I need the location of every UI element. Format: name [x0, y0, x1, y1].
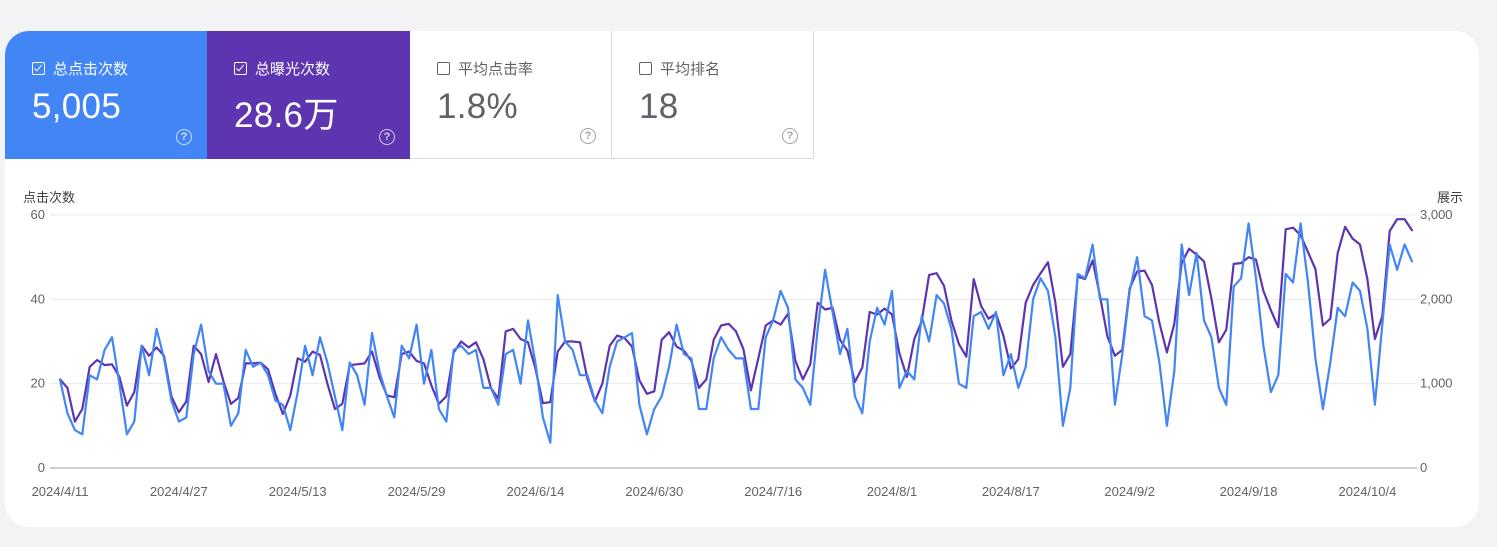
x-axis-tick-label: 2024/10/4: [1339, 484, 1397, 499]
metric-value: 1.8%: [437, 87, 518, 126]
left-axis-tick-label: 40: [31, 291, 45, 306]
right-axis-tick-label: 1,000: [1420, 376, 1453, 391]
checkbox-unchecked-icon[interactable]: [639, 62, 652, 75]
metric-cards: 总点击次数 5,005 ? 总曝光次数 28.6万 ? 平均点击率 1.8% ?: [5, 31, 814, 159]
x-axis-tick-label: 2024/8/17: [982, 484, 1040, 499]
left-axis-tick-label: 0: [38, 460, 45, 475]
metric-value: 5,005: [32, 87, 122, 126]
help-icon[interactable]: ?: [580, 128, 596, 144]
right-axis-tick-label: 3,000: [1420, 207, 1453, 222]
checkbox-unchecked-icon[interactable]: [437, 62, 450, 75]
x-axis-tick-label: 2024/5/29: [388, 484, 446, 499]
performance-card: 总点击次数 5,005 ? 总曝光次数 28.6万 ? 平均点击率 1.8% ?: [5, 31, 1479, 527]
x-axis-tick-label: 2024/7/16: [744, 484, 802, 499]
x-axis-tick-label: 2024/6/30: [625, 484, 683, 499]
help-icon[interactable]: ?: [782, 128, 798, 144]
left-axis-title: 点击次数: [23, 190, 76, 205]
metric-value: 28.6万: [234, 96, 339, 135]
x-axis-tick-label: 2024/4/11: [32, 484, 89, 499]
right-axis-tick-label: 0: [1420, 460, 1427, 475]
x-axis-tick-label: 2024/5/13: [269, 484, 327, 499]
right-axis-title: 展示: [1436, 190, 1463, 205]
x-axis-tick-label: 2024/8/1: [867, 484, 918, 499]
metric-label: 总点击次数: [53, 61, 129, 78]
metric-value: 18: [639, 87, 679, 126]
impressions-series-line: [58, 218, 1414, 423]
metric-total-clicks[interactable]: 总点击次数 5,005 ?: [5, 31, 207, 159]
help-icon[interactable]: ?: [379, 129, 395, 145]
x-axis-tick-label: 2024/9/2: [1104, 484, 1155, 499]
metric-label: 平均排名: [660, 61, 721, 78]
metric-total-impressions[interactable]: 总曝光次数 28.6万 ?: [207, 31, 410, 159]
metric-average-position[interactable]: 平均排名 18 ?: [612, 31, 814, 159]
metric-label: 平均点击率: [458, 61, 534, 78]
metric-label: 总曝光次数: [255, 61, 331, 78]
metric-average-ctr[interactable]: 平均点击率 1.8% ?: [410, 31, 612, 159]
x-axis-tick-label: 2024/4/27: [150, 484, 208, 499]
left-axis-tick-label: 60: [31, 207, 45, 222]
checkbox-checked-icon[interactable]: [234, 62, 247, 75]
left-axis-tick-label: 20: [31, 376, 45, 391]
x-axis-tick-label: 2024/6/14: [507, 484, 565, 499]
clicks-series-line: [58, 222, 1414, 444]
performance-line-chart: 0 0 20 1,000 40 2,000 60 3,000 2024/4/11 2024/4/2…: [31, 207, 1453, 499]
right-axis-tick-label: 2,000: [1420, 291, 1453, 306]
x-axis-tick-label: 2024/9/18: [1220, 484, 1278, 499]
checkbox-checked-icon[interactable]: [32, 62, 45, 75]
help-icon[interactable]: ?: [176, 129, 192, 145]
